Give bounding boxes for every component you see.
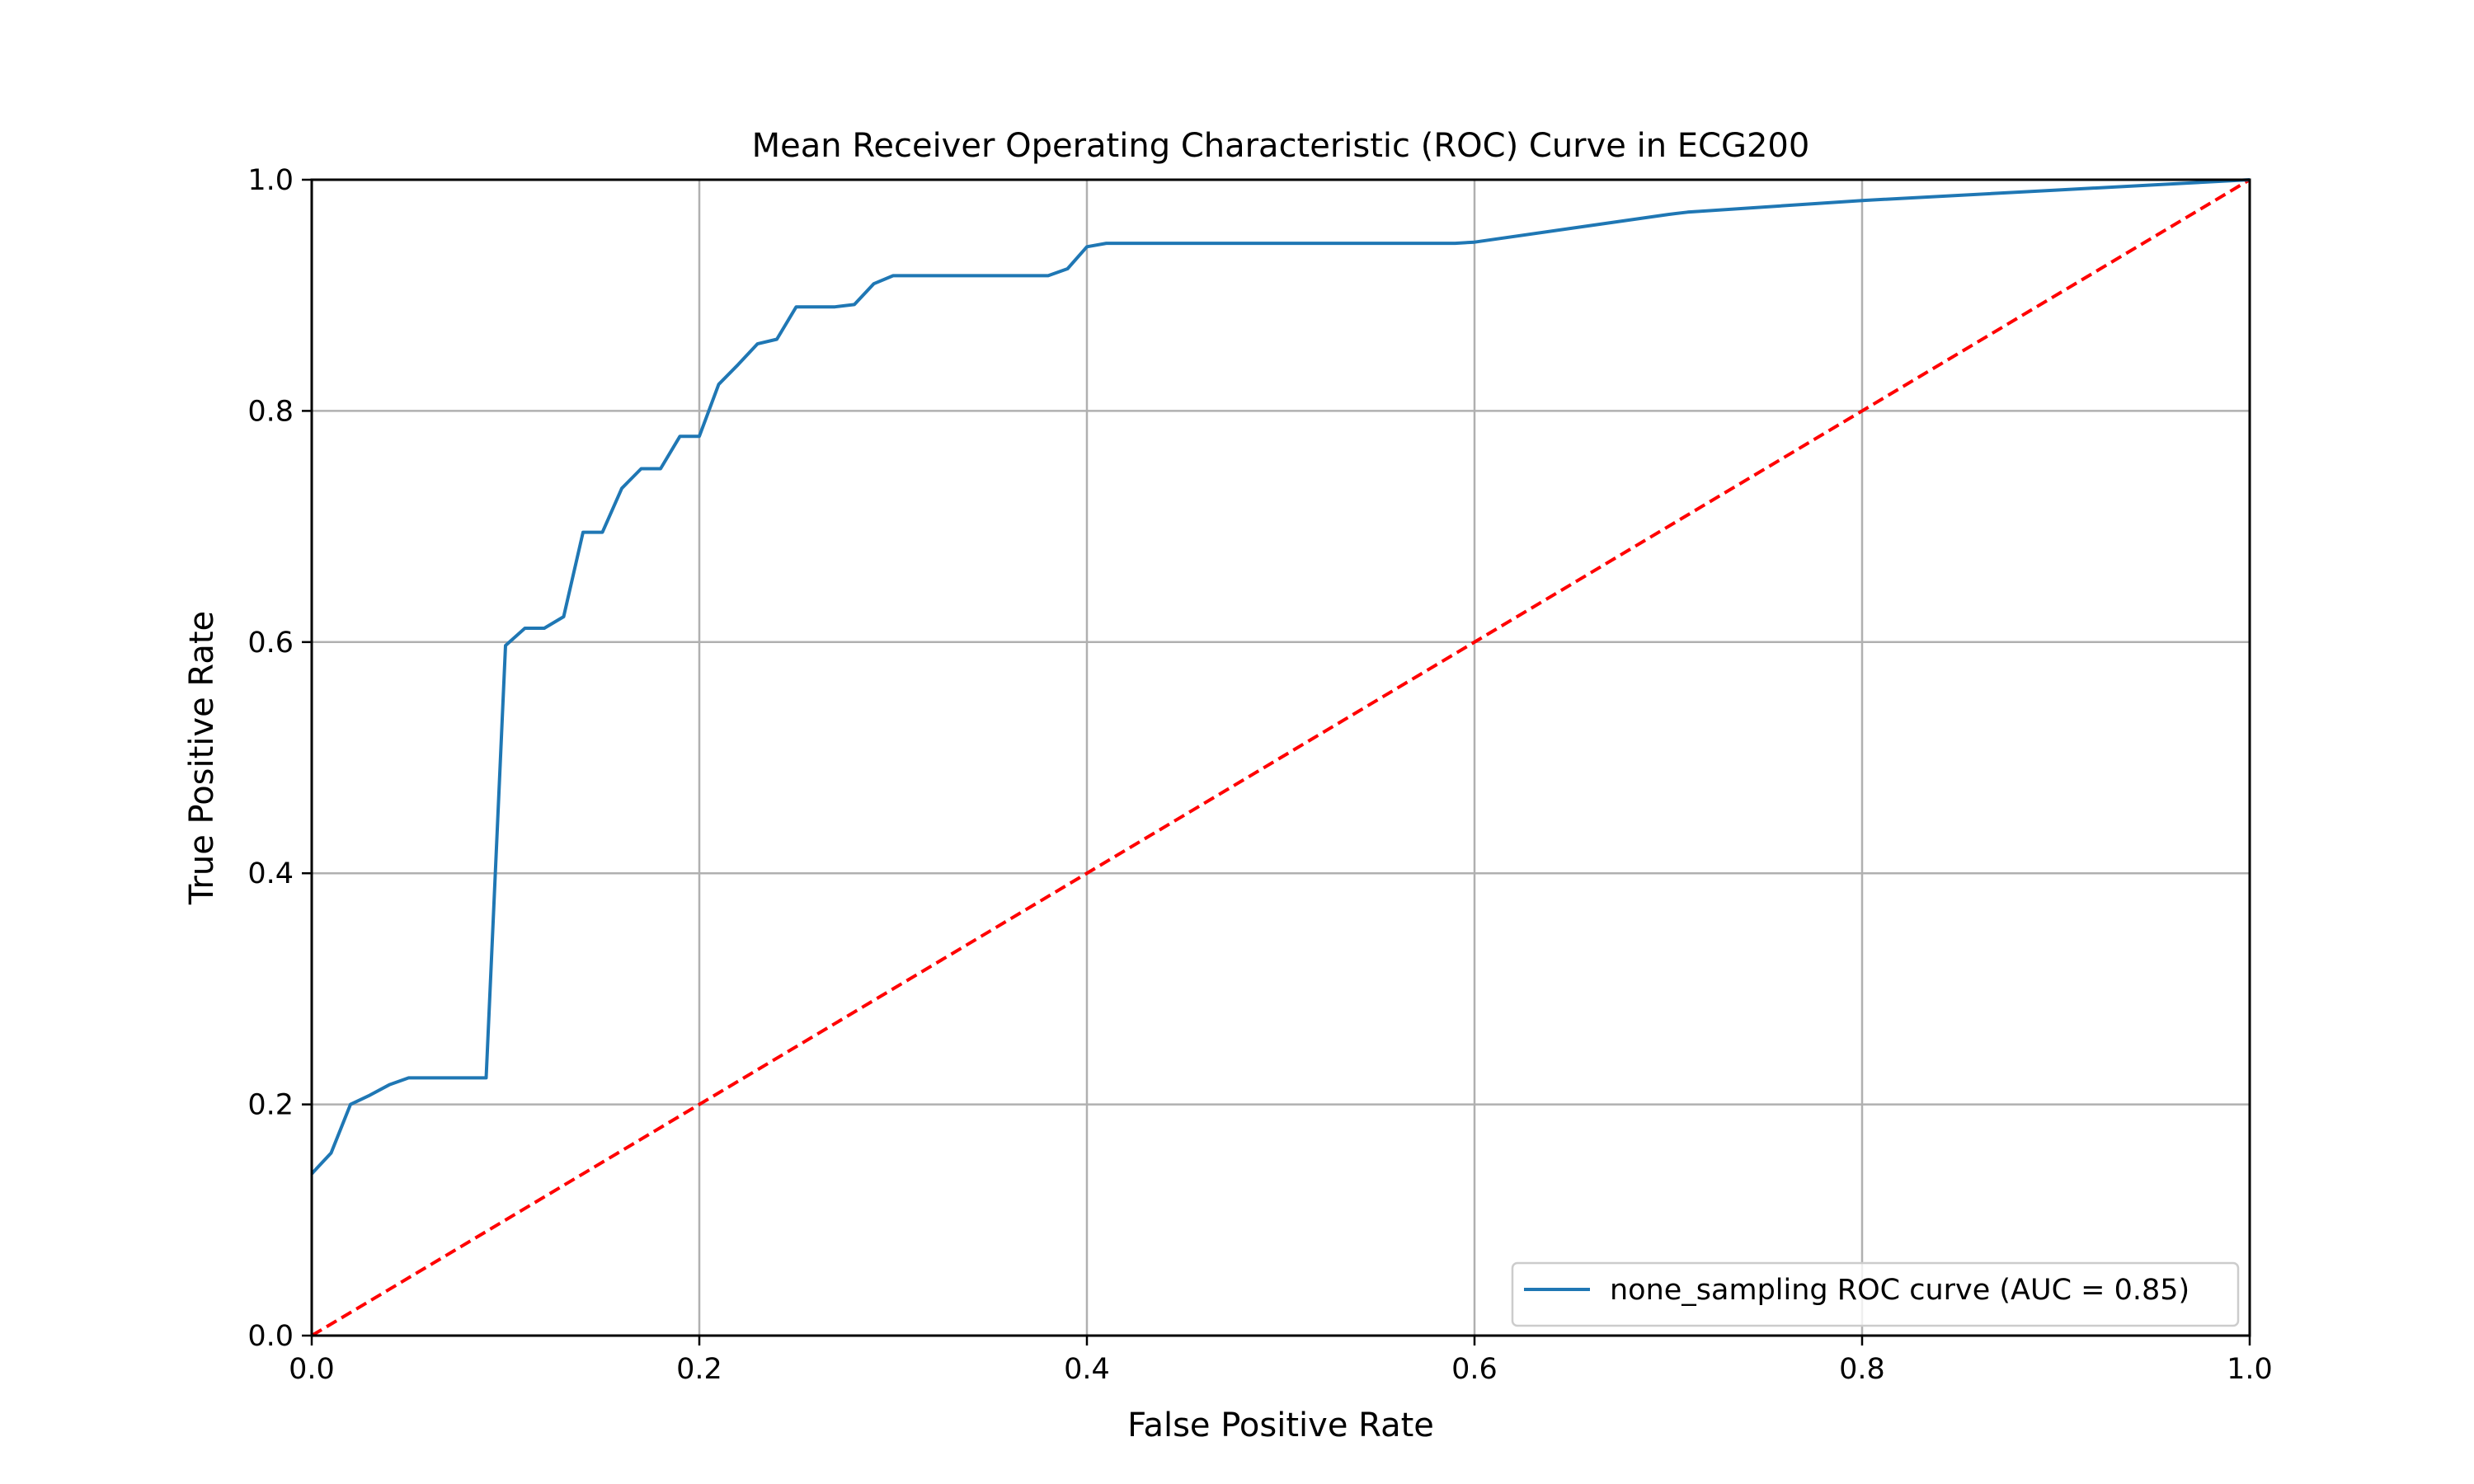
x-tick-label: 0.6 <box>1451 1353 1498 1386</box>
series-line-random-baseline <box>310 178 2251 1337</box>
series-layer <box>310 178 2251 1337</box>
y-tick-label: 0.4 <box>247 857 294 890</box>
x-tick-label: 0.4 <box>1064 1353 1110 1386</box>
x-axis-label: False Positive Rate <box>1127 1407 1434 1444</box>
chart-title: Mean Receiver Operating Characteristic (… <box>752 127 1810 165</box>
y-axis-label: True Positive Rate <box>183 611 221 905</box>
y-tick-label: 0.2 <box>247 1089 294 1122</box>
axes-frame <box>310 178 2251 1337</box>
x-tick-label: 0.8 <box>1839 1353 1885 1386</box>
x-tick-label: 0.2 <box>676 1353 722 1386</box>
y-tick-label: 1.0 <box>247 164 294 197</box>
y-axis-ticks: 0.0 0.2 0.4 0.6 0.8 1.0 <box>247 164 312 1353</box>
x-tick-label: 1.0 <box>2227 1353 2273 1386</box>
y-tick-label: 0.8 <box>247 395 294 428</box>
y-tick-label: 0.6 <box>247 627 294 660</box>
x-tick-label: 0.0 <box>289 1353 335 1386</box>
legend: none_sampling ROC curve (AUC = 0.85) <box>1511 1261 2240 1327</box>
series-line-roc <box>310 178 2251 1176</box>
y-tick-label: 0.0 <box>247 1320 294 1353</box>
legend-box <box>1511 1261 2240 1327</box>
x-axis-ticks: 0.0 0.2 0.4 0.6 0.8 1.0 <box>289 1336 2273 1386</box>
legend-entry-roc: none_sampling ROC curve (AUC = 0.85) <box>1610 1274 2189 1307</box>
